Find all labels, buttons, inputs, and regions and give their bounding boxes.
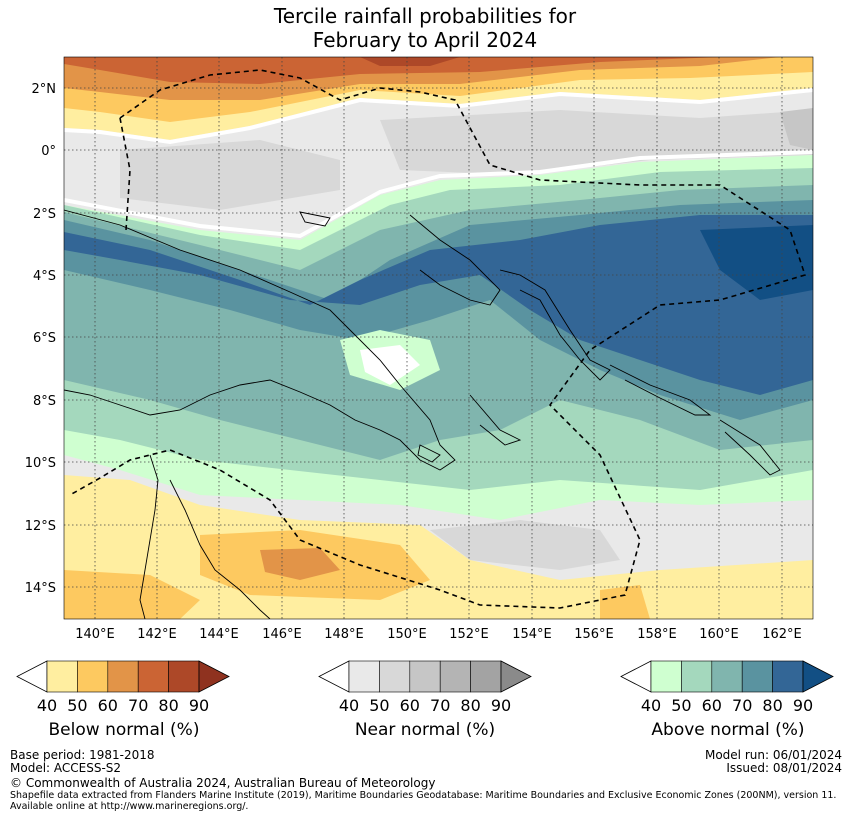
model-run: Model run: 06/01/2024 (704, 748, 842, 762)
lon-label: 142°E (137, 627, 177, 642)
map-frame (63, 56, 814, 620)
above-extend-high (802, 660, 834, 693)
title-line-1: Tercile rainfall probabilities for (273, 4, 577, 28)
title-line-2: February to April 2024 (312, 28, 538, 52)
below-colorbar: 40 50 60 70 80 90 (16, 660, 230, 715)
lon-label: 154°E (512, 627, 552, 642)
lon-label: 162°E (762, 627, 802, 642)
above-color-bin (741, 660, 773, 693)
above-colorbar: 40 50 60 70 80 90 (620, 660, 834, 715)
base-period: Base period: 1981-2018 (10, 748, 155, 762)
probability-field (64, 57, 813, 619)
above-tick-label: 50 (671, 696, 691, 715)
below-tick-label: 90 (189, 696, 209, 715)
map-title: Tercile rainfall probabilities for Febru… (0, 4, 850, 52)
latitude-labels: 2°N 0° 2°S 4°S 6°S 8°S 10°S 12°S 14°S (25, 82, 56, 596)
longitude-labels: 140°E 142°E 144°E 146°E 148°E 150°E 152°E 154°E… (75, 627, 802, 642)
coastlines (64, 209, 781, 619)
lat-label: 2°S (33, 207, 56, 222)
above-tick-label: 40 (641, 696, 661, 715)
above-color-bin (772, 660, 804, 693)
lon-label: 156°E (574, 627, 614, 642)
lat-label: 6°S (33, 331, 56, 346)
marineregions-link[interactable]: Available online at http://www.marinereg… (10, 801, 249, 812)
near-tick-label: 70 (430, 696, 450, 715)
lon-label: 144°E (199, 627, 239, 642)
lon-label: 140°E (75, 627, 115, 642)
near-colorbar: 40 50 60 70 80 90 (318, 660, 532, 715)
lon-label: 146°E (262, 627, 302, 642)
above-color-bin (650, 660, 682, 693)
lat-label: 0° (41, 144, 56, 159)
lon-label: 158°E (637, 627, 677, 642)
below-color-bin (107, 660, 139, 693)
below-tick-label: 80 (158, 696, 178, 715)
near-color-bin (348, 660, 380, 693)
near-color-bin (439, 660, 471, 693)
lon-label: 152°E (449, 627, 489, 642)
above-tick-label: 80 (762, 696, 782, 715)
near-extend-low (318, 660, 350, 693)
below-normal-title: Below normal (%) (48, 720, 200, 740)
above-color-bin (681, 660, 713, 693)
copyright: © Commonwealth of Australia 2024, Austra… (10, 776, 436, 790)
lat-label: 10°S (25, 456, 56, 471)
above-normal-title: Above normal (%) (651, 720, 805, 740)
near-color-bin (379, 660, 411, 693)
colorbars: 40 50 60 70 80 90 40 50 60 70 80 90 40 50 60 70 80 90 (16, 660, 834, 715)
lat-label: 2°N (32, 82, 57, 97)
lat-label: 4°S (33, 269, 56, 284)
near-normal-title: Near normal (%) (354, 720, 496, 740)
above-tick-label: 90 (793, 696, 813, 715)
below-extend-high (198, 660, 230, 693)
near-tick-label: 80 (460, 696, 480, 715)
below-extend-low (16, 660, 48, 693)
below-tick-label: 60 (98, 696, 118, 715)
near-color-bin (470, 660, 502, 693)
near-color-bin (409, 660, 441, 693)
lon-label: 150°E (387, 627, 427, 642)
issued-date: Issued: 08/01/2024 (726, 761, 842, 775)
graticule (64, 57, 813, 619)
below-color-bin (137, 660, 169, 693)
above-tick-label: 60 (702, 696, 722, 715)
below-tick-label: 50 (67, 696, 87, 715)
lat-label: 12°S (25, 519, 56, 534)
shapefile-credit: Shapefile data extracted from Flanders M… (10, 790, 837, 801)
near-tick-label: 60 (400, 696, 420, 715)
near-tick-label: 90 (491, 696, 511, 715)
near-tick-label: 40 (339, 696, 359, 715)
lon-label: 160°E (699, 627, 739, 642)
above-tick-label: 70 (732, 696, 752, 715)
above-extend-low (620, 660, 652, 693)
lon-label: 148°E (324, 627, 364, 642)
below-color-bin (168, 660, 200, 693)
eez-boundary (69, 69, 807, 609)
below-tick-label: 70 (128, 696, 148, 715)
below-color-bin (46, 660, 78, 693)
lat-label: 14°S (25, 581, 56, 596)
lat-label: 8°S (33, 394, 56, 409)
model-name: Model: ACCESS-S2 (10, 761, 122, 775)
below-color-bin (77, 660, 109, 693)
above-color-bin (711, 660, 743, 693)
near-tick-label: 50 (369, 696, 389, 715)
below-tick-label: 40 (37, 696, 57, 715)
near-extend-high (500, 660, 532, 693)
